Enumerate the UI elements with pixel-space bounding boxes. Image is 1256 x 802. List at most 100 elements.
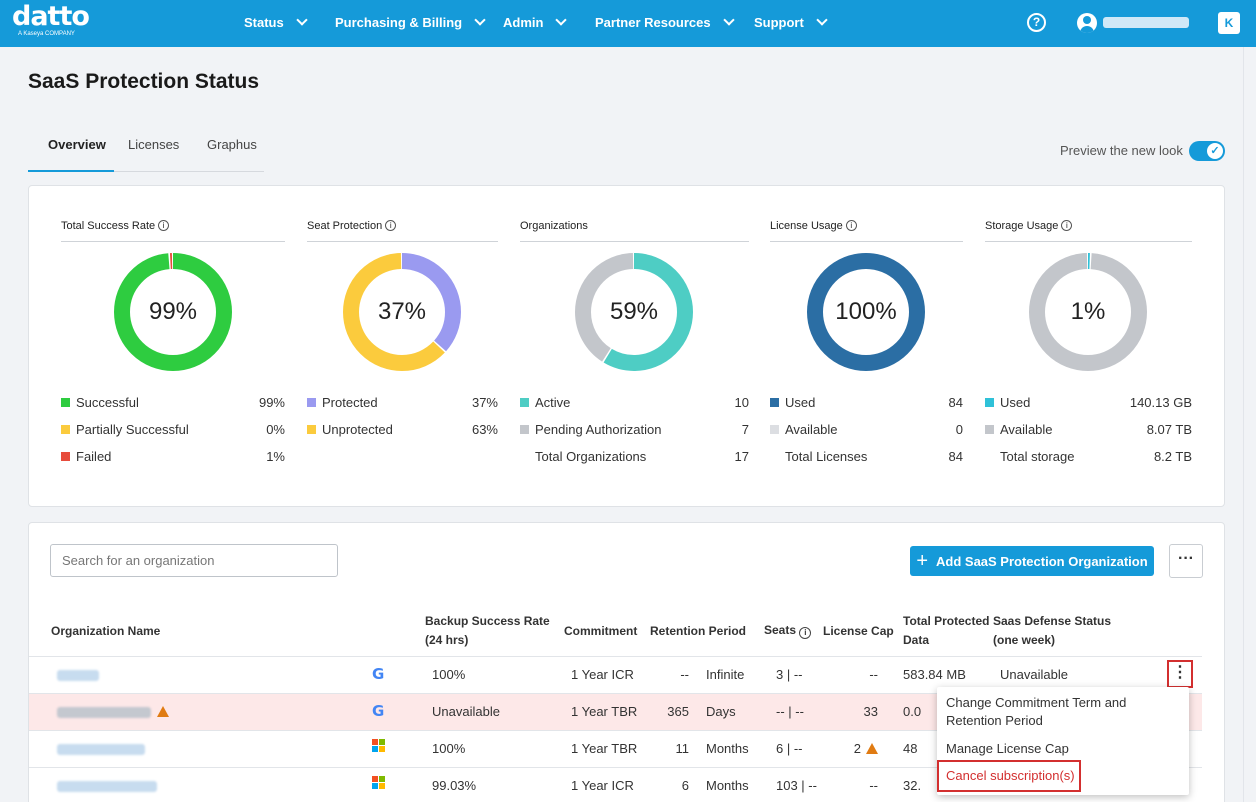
stat-0-header: Total Success Rate i (61, 220, 285, 242)
legend-label: Unprotected (322, 422, 393, 437)
header-backup-success-rate[interactable]: Backup Success Rate (24 hrs) (425, 614, 550, 647)
legend-label: Total Licenses (785, 449, 868, 464)
cell-defense-status: Unavailable (1000, 667, 1068, 682)
legend-value: 84 (948, 395, 963, 410)
legend-item: Total Licenses (770, 449, 867, 464)
legend-item: Available (770, 422, 838, 437)
cell-license-cap: 2 (819, 741, 878, 756)
table-row[interactable]: 100% 1 Year TBR 11 Months 6 | -- 48 2 (29, 730, 1202, 767)
header-saas-defense-status[interactable]: Saas Defense Status (one week) (993, 614, 1112, 647)
cell-commitment: 1 Year TBR (571, 704, 638, 719)
stat-3-header: License Usage i (770, 220, 963, 242)
kaseya-app-icon[interactable]: K (1218, 12, 1240, 34)
organization-name-redacted[interactable] (57, 744, 145, 755)
nav-status[interactable]: Status (244, 14, 308, 30)
info-icon[interactable]: i (845, 220, 857, 231)
header-retention-period[interactable]: Retention Period (650, 624, 747, 638)
menu-cancel-subscription[interactable]: Cancel subscription(s) (937, 760, 1081, 792)
add-organization-label: Add SaaS Protection Organization (936, 553, 1148, 569)
add-organization-button[interactable]: + Add SaaS Protection Organization (910, 546, 1154, 576)
legend-item: Partially Successful (61, 422, 189, 437)
donut-segment-1 (1029, 253, 1147, 371)
help-icon[interactable]: ? (1027, 13, 1046, 32)
legend-label: Total storage (1000, 449, 1075, 464)
donut-center-value: 100% (835, 298, 897, 325)
legend-value: 0% (266, 422, 285, 437)
cell-retention-unit: Months (706, 778, 749, 793)
donut-center-value: 1% (1070, 298, 1106, 325)
header-seats[interactable]: Seats i (764, 621, 812, 640)
donut-chart: 99% (113, 252, 233, 372)
menu-change-commitment[interactable]: Change Commitment Term and Retention Per… (946, 695, 1127, 728)
cell-license-cap: -- (819, 778, 878, 793)
donut-chart: 1% (1028, 252, 1148, 372)
row-actions-kebab-icon[interactable]: ⋮ (1167, 660, 1193, 688)
tab-bar: Overview Licenses Graphus (28, 124, 264, 172)
menu-manage-license-cap[interactable]: Manage License Cap (946, 741, 1069, 756)
chevron-down-icon (296, 14, 308, 26)
organization-name-redacted[interactable] (57, 781, 157, 792)
cell-retention-number: 6 (681, 778, 689, 793)
tab-graphus[interactable]: Graphus (207, 137, 257, 152)
legend-item: Active (520, 395, 570, 410)
chevron-down-icon (816, 14, 828, 26)
tab-licenses[interactable]: Licenses (128, 137, 180, 152)
cell-license-cap-value: -- (869, 667, 878, 682)
legend-label: Available (785, 422, 838, 437)
cell-protected-data: 48 (903, 741, 918, 756)
datto-logo[interactable]: datto A Kaseya COMPANY (12, 3, 90, 38)
legend-swatch (61, 398, 70, 407)
donut-center-value: 37% (377, 298, 427, 325)
cell-license-cap-value: -- (869, 778, 878, 793)
organization-name-redacted[interactable] (57, 670, 99, 681)
cell-license-cap: 33 (819, 704, 878, 719)
legend-label: Partially Successful (76, 422, 189, 437)
legend-value: 0 (955, 422, 963, 437)
nav-partner-resources[interactable]: Partner Resources (595, 14, 735, 30)
legend-label: Failed (76, 449, 112, 464)
search-input[interactable] (50, 544, 338, 577)
donut-segment-0 (1029, 253, 1147, 371)
preview-new-look-toggle[interactable]: ✓ (1189, 141, 1225, 161)
stat-2-header: Organizations (520, 220, 749, 242)
plus-icon: + (916, 550, 929, 572)
header-license-cap[interactable]: License Cap (823, 624, 894, 638)
table-row[interactable]: 99.03% 1 Year ICR 6 Months 103 | -- 32. -- (29, 767, 1202, 802)
legend-swatch (770, 398, 779, 407)
stat-title: Organizations (520, 220, 749, 242)
stat-title-label: Seat Protection (307, 220, 383, 232)
nav-support-label: Support (754, 15, 804, 30)
nav-purchasing-billing[interactable]: Purchasing & Billing (335, 14, 486, 30)
warning-icon (866, 743, 878, 754)
nav-admin[interactable]: Admin (503, 14, 568, 30)
info-icon[interactable]: i (799, 627, 812, 639)
info-icon[interactable]: i (385, 220, 397, 231)
nav-support[interactable]: Support (754, 14, 828, 30)
stat-title-label: Organizations (520, 220, 588, 232)
page-scrollbar[interactable] (1243, 47, 1256, 802)
donut-svg (575, 253, 693, 371)
info-icon[interactable]: i (1061, 220, 1073, 231)
header-organization-name[interactable]: Organization Name (51, 624, 161, 638)
cell-retention-number: 365 (667, 704, 689, 719)
header-total-protected-data[interactable]: Total Protected Data (903, 614, 990, 647)
cell-protected-data: 32. (903, 778, 922, 793)
legend-label: Pending Authorization (535, 422, 662, 437)
donut-segment-1 (343, 253, 461, 371)
user-name-redacted[interactable] (1103, 17, 1189, 28)
microsoft-icon (372, 776, 386, 790)
legend-swatch (61, 452, 70, 461)
legend-item: Successful (61, 395, 139, 410)
table-row[interactable]: G 100% 1 Year ICR -- Infinite 3 | -- 583.84 MB… (29, 656, 1202, 693)
cell-commitment: 1 Year ICR (571, 778, 634, 793)
cell-commitment: 1 Year ICR (571, 667, 634, 682)
header-commitment[interactable]: Commitment (564, 624, 638, 638)
legend-label: Active (535, 395, 571, 410)
user-avatar-icon[interactable] (1077, 13, 1097, 33)
cell-license-cap-value: 33 (863, 704, 878, 719)
info-icon[interactable]: i (158, 220, 170, 231)
tab-overview[interactable]: Overview (48, 137, 106, 152)
more-options-button[interactable]: ··· (1169, 544, 1203, 578)
organization-name-redacted[interactable] (57, 707, 151, 718)
donut-segment-0 (575, 253, 693, 371)
